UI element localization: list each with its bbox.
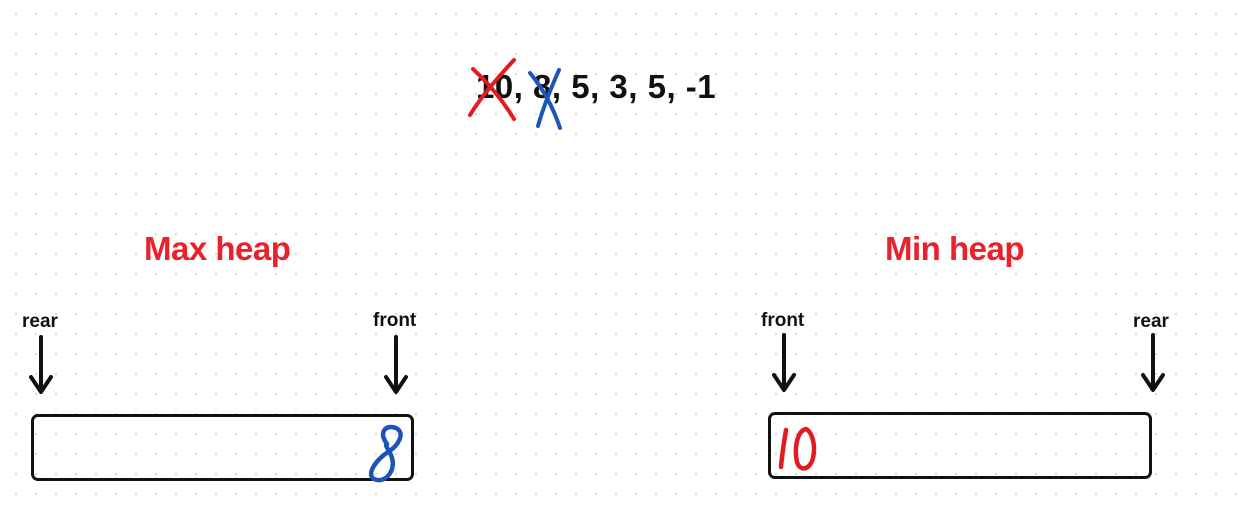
- max-heap-front-arrow: [384, 335, 408, 394]
- min-heap-queue-box: [768, 412, 1152, 479]
- number-sequence: 10, 8, 5, 3, 5, -1: [476, 68, 717, 105]
- max-heap-rear-arrow: [29, 335, 53, 394]
- max-heap-front-label: front: [373, 310, 417, 331]
- min-heap-title: Min heap: [885, 230, 1025, 267]
- min-heap-rear-arrow: [1141, 333, 1165, 392]
- min-heap-front-label: front: [761, 310, 805, 331]
- max-heap-title: Max heap: [144, 230, 291, 267]
- max-heap-rear-label: rear: [22, 311, 58, 332]
- min-heap-front-arrow: [772, 333, 796, 392]
- max-heap-queue-box: [31, 414, 414, 481]
- min-heap-rear-label: rear: [1133, 311, 1169, 332]
